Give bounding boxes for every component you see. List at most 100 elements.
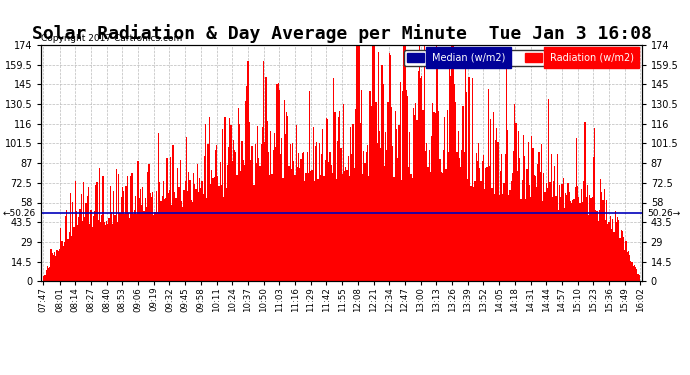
Bar [208, 117, 210, 281]
Bar [83, 182, 84, 281]
Bar [227, 165, 228, 281]
Bar [224, 117, 226, 281]
Bar [371, 106, 372, 281]
Bar [304, 181, 305, 281]
Bar [373, 45, 374, 281]
Bar [128, 213, 129, 281]
Bar [328, 162, 329, 281]
Bar [356, 45, 357, 281]
Bar [332, 173, 333, 281]
Bar [535, 176, 536, 281]
Bar [482, 161, 483, 281]
Bar [443, 150, 444, 281]
Bar [216, 145, 217, 281]
Bar [147, 172, 148, 281]
Bar [396, 129, 397, 281]
Bar [50, 249, 52, 281]
Bar [615, 222, 617, 281]
Bar [102, 176, 103, 281]
Bar [111, 212, 112, 281]
Bar [136, 214, 137, 281]
Bar [115, 215, 116, 281]
Bar [517, 171, 518, 281]
Bar [118, 174, 119, 281]
Bar [404, 45, 406, 281]
Bar [132, 214, 134, 281]
Bar [104, 222, 105, 281]
Bar [407, 96, 408, 281]
Bar [491, 188, 493, 281]
Bar [466, 92, 467, 281]
Bar [515, 123, 517, 281]
Bar [97, 220, 99, 281]
Bar [596, 211, 598, 281]
Bar [623, 237, 624, 281]
Bar [337, 141, 338, 281]
Bar [413, 108, 414, 281]
Bar [226, 188, 227, 281]
Bar [140, 189, 141, 281]
Bar [253, 184, 255, 281]
Bar [427, 167, 428, 281]
Bar [92, 216, 94, 281]
Bar [586, 185, 588, 281]
Bar [359, 123, 361, 281]
Bar [331, 165, 332, 281]
Bar [446, 110, 448, 281]
Bar [247, 61, 248, 281]
Bar [273, 150, 274, 281]
Bar [627, 252, 628, 281]
Bar [529, 184, 530, 281]
Bar [229, 118, 230, 281]
Bar [171, 204, 172, 281]
Bar [424, 45, 425, 281]
Bar [589, 195, 591, 281]
Bar [507, 130, 509, 281]
Bar [594, 128, 595, 281]
Bar [386, 150, 388, 281]
Bar [536, 188, 538, 281]
Bar [335, 179, 337, 281]
Bar [105, 225, 106, 281]
Bar [622, 231, 623, 281]
Bar [292, 143, 293, 281]
Bar [490, 119, 491, 281]
Bar [630, 261, 631, 281]
Bar [327, 120, 328, 281]
Bar [448, 152, 449, 281]
Bar [567, 183, 569, 281]
Bar [599, 210, 600, 281]
Bar [612, 219, 613, 281]
Bar [454, 84, 455, 281]
Bar [239, 124, 240, 281]
Bar [188, 172, 189, 281]
Bar [543, 172, 544, 281]
Bar [88, 187, 89, 281]
Bar [334, 112, 335, 281]
Bar [606, 200, 607, 281]
Bar [348, 156, 349, 281]
Bar [48, 268, 49, 281]
Bar [119, 213, 121, 281]
Bar [349, 176, 350, 281]
Bar [411, 174, 412, 281]
Bar [176, 198, 177, 281]
Bar [613, 232, 615, 281]
Bar [159, 182, 160, 281]
Bar [175, 198, 176, 281]
Bar [279, 90, 280, 281]
Bar [558, 210, 559, 281]
Bar [234, 150, 235, 281]
Bar [544, 192, 546, 281]
Bar [610, 216, 611, 281]
Bar [232, 161, 233, 281]
Bar [581, 189, 582, 281]
Bar [241, 141, 242, 281]
Bar [302, 153, 303, 281]
Bar [571, 202, 572, 281]
Bar [553, 181, 554, 281]
Bar [388, 53, 390, 281]
Bar [557, 154, 558, 281]
Bar [135, 196, 136, 281]
Bar [523, 135, 524, 281]
